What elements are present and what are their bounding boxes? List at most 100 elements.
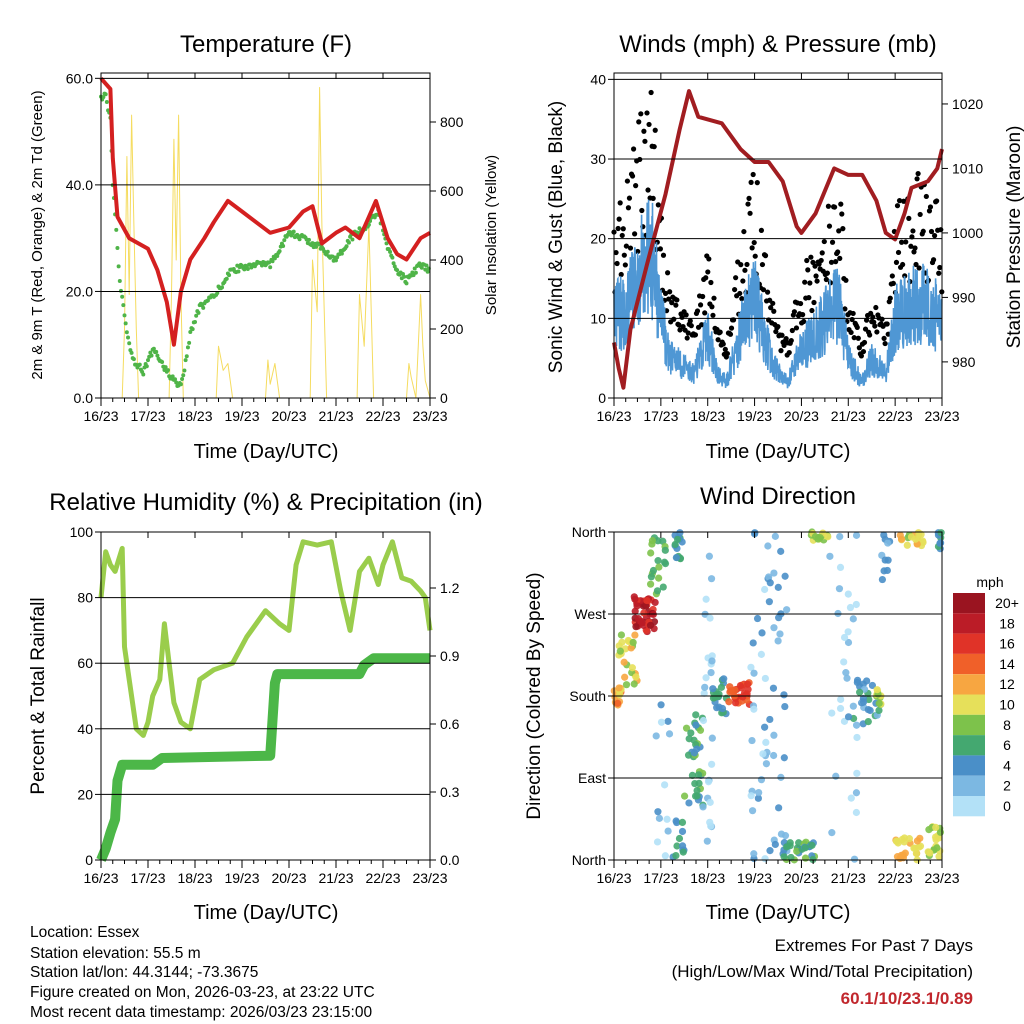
gust-point [747,210,753,216]
plot-area [96,531,433,862]
gust-point [751,239,757,246]
gust-point [706,256,712,262]
x-tick-label: 16/23 [596,408,631,424]
dewpoint-point [425,269,430,274]
direction-point [916,842,925,850]
gust-point [848,329,854,336]
direction-point [783,843,791,851]
y-tick-label: 40 [590,71,606,87]
gust-point [870,314,876,320]
direction-point [843,674,851,682]
gust-point [673,302,679,308]
info-elevation: Station elevation: 55.5 m [30,945,201,962]
x-tick-label: 20/23 [784,870,819,886]
gust-point [801,318,807,325]
gust-point [715,337,721,343]
y-right-tick-label: 1000 [952,225,983,241]
direction-point [654,557,662,565]
gust-point [938,227,944,233]
y-tick-label: 60.0 [66,70,93,86]
gust-point [697,302,704,308]
dewpoint-point [282,238,287,243]
direction-point [661,852,669,860]
direction-point [615,684,623,692]
direction-point [703,837,711,845]
direction-point [770,751,778,760]
gust-point [887,295,893,301]
direction-point [653,838,662,846]
gust-point [917,211,923,218]
gust-point [908,243,914,249]
direction-point [853,733,861,742]
y-right-tick-label: 0.6 [440,716,460,732]
direction-point [731,699,740,707]
direction-point [704,778,713,786]
y-tick-label: 20.0 [66,283,93,299]
gust-point [744,261,750,268]
direction-point [878,575,886,584]
direction-point [707,822,715,830]
legend-label: 12 [999,676,1015,692]
direction-point [660,558,669,566]
legend-label: 8 [1003,717,1011,733]
legend-swatch [953,796,985,817]
direction-point [653,587,662,595]
gust-point [683,312,689,318]
direction-point [814,535,822,543]
winds-title: Winds (mph) & Pressure (mb) [619,31,936,58]
dewpoint-point [391,261,396,266]
humidity-line [98,539,433,738]
x-tick-label: 23/23 [412,870,447,886]
direction-point [706,614,714,622]
legend-swatch [953,674,985,695]
direction-point [750,850,758,858]
direction-point [702,674,710,682]
gust-point [621,252,627,258]
dewpoint-point [196,310,201,315]
gust-point [914,176,920,182]
direction-point [765,598,773,606]
gust-point [662,290,669,296]
direction-point [706,798,714,806]
extremes-title: Extremes For Past 7 Days [775,936,973,955]
dewpoint-point [122,313,127,318]
dewpoint-point [205,298,210,303]
gust-point [809,307,815,314]
gust-point [758,227,765,234]
gust-point [910,228,916,234]
direction-point [853,769,861,777]
dewpoint-point [181,373,186,378]
dewpoint-point [165,368,170,373]
direction-point [903,541,911,549]
gust-point [843,277,849,283]
gust-point [652,127,658,133]
x-tick-label: 20/23 [784,408,819,424]
gust-point [711,295,717,301]
dewpoint-point [275,254,280,259]
direction-point [912,849,920,858]
x-tick-label: 16/23 [83,408,118,424]
x-tick-label: 21/23 [318,870,353,886]
direction-point [707,669,715,677]
direction-point [852,789,861,797]
gust-point [692,332,699,338]
x-tick-label: 20/23 [271,408,306,424]
legend-swatch [953,694,985,715]
direction-point [648,537,657,545]
gust-point [657,246,663,252]
pressure-line [612,89,944,390]
solar-ylabel: Solar Insolation (Yellow) [483,155,500,315]
gust-point [934,198,940,204]
dewpoint-point [178,382,183,387]
direction-point [868,681,877,690]
legend-label: 16 [999,636,1015,652]
gust-point [779,332,785,338]
direction-point [643,596,651,605]
gust-point [856,345,862,351]
direction-point [884,539,892,547]
direction-point [937,529,945,537]
y-right-tick-label: 0 [440,390,448,406]
wind-direction-ylabel: Direction (Colored By Speed) [524,572,545,819]
direction-point [664,827,672,835]
direction-point [680,792,689,800]
